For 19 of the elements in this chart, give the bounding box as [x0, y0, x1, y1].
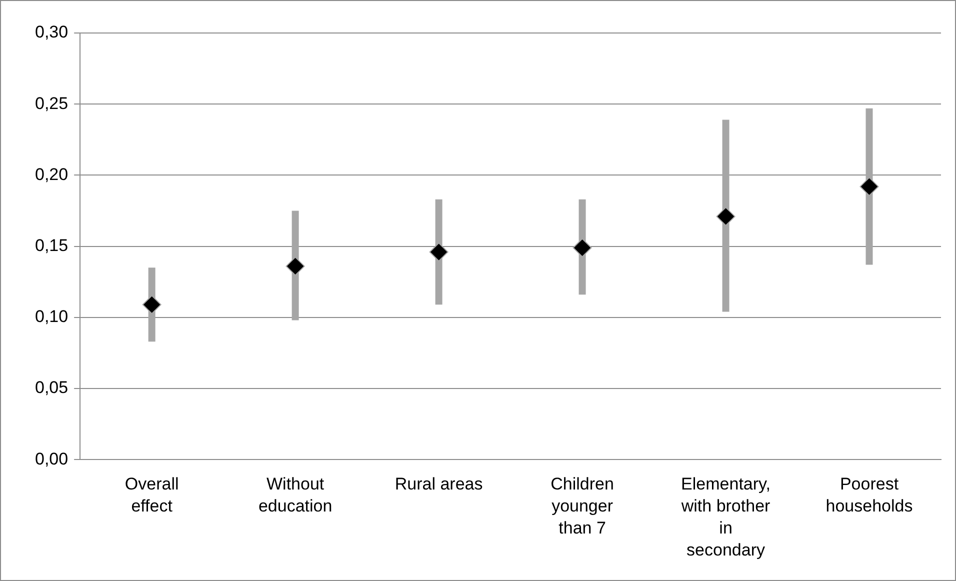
point — [142, 295, 162, 314]
x-tick-label: Elementary, with brother in secondary — [680, 474, 771, 560]
y-tick-label: 0,30 — [34, 22, 68, 42]
y-tick-label: 0,15 — [34, 236, 68, 255]
y-tick-label: 0,20 — [34, 164, 68, 184]
x-tick-label: Overall effect — [124, 474, 179, 516]
x-tick-label: Poorest households — [826, 474, 913, 516]
point — [286, 256, 305, 276]
point — [429, 242, 448, 262]
point — [716, 206, 736, 226]
point — [860, 177, 879, 196]
y-tick-label: 0,05 — [34, 378, 68, 398]
point — [572, 238, 592, 258]
y-tick-label: 0,25 — [34, 94, 68, 113]
x-tick-label: Rural areas — [394, 474, 483, 494]
y-tick-label: 0,00 — [34, 449, 68, 468]
x-tick-label: Without education — [258, 474, 332, 516]
x-tick-label: Children younger than 7 — [550, 474, 614, 538]
y-tick-label: 0,10 — [34, 307, 68, 326]
